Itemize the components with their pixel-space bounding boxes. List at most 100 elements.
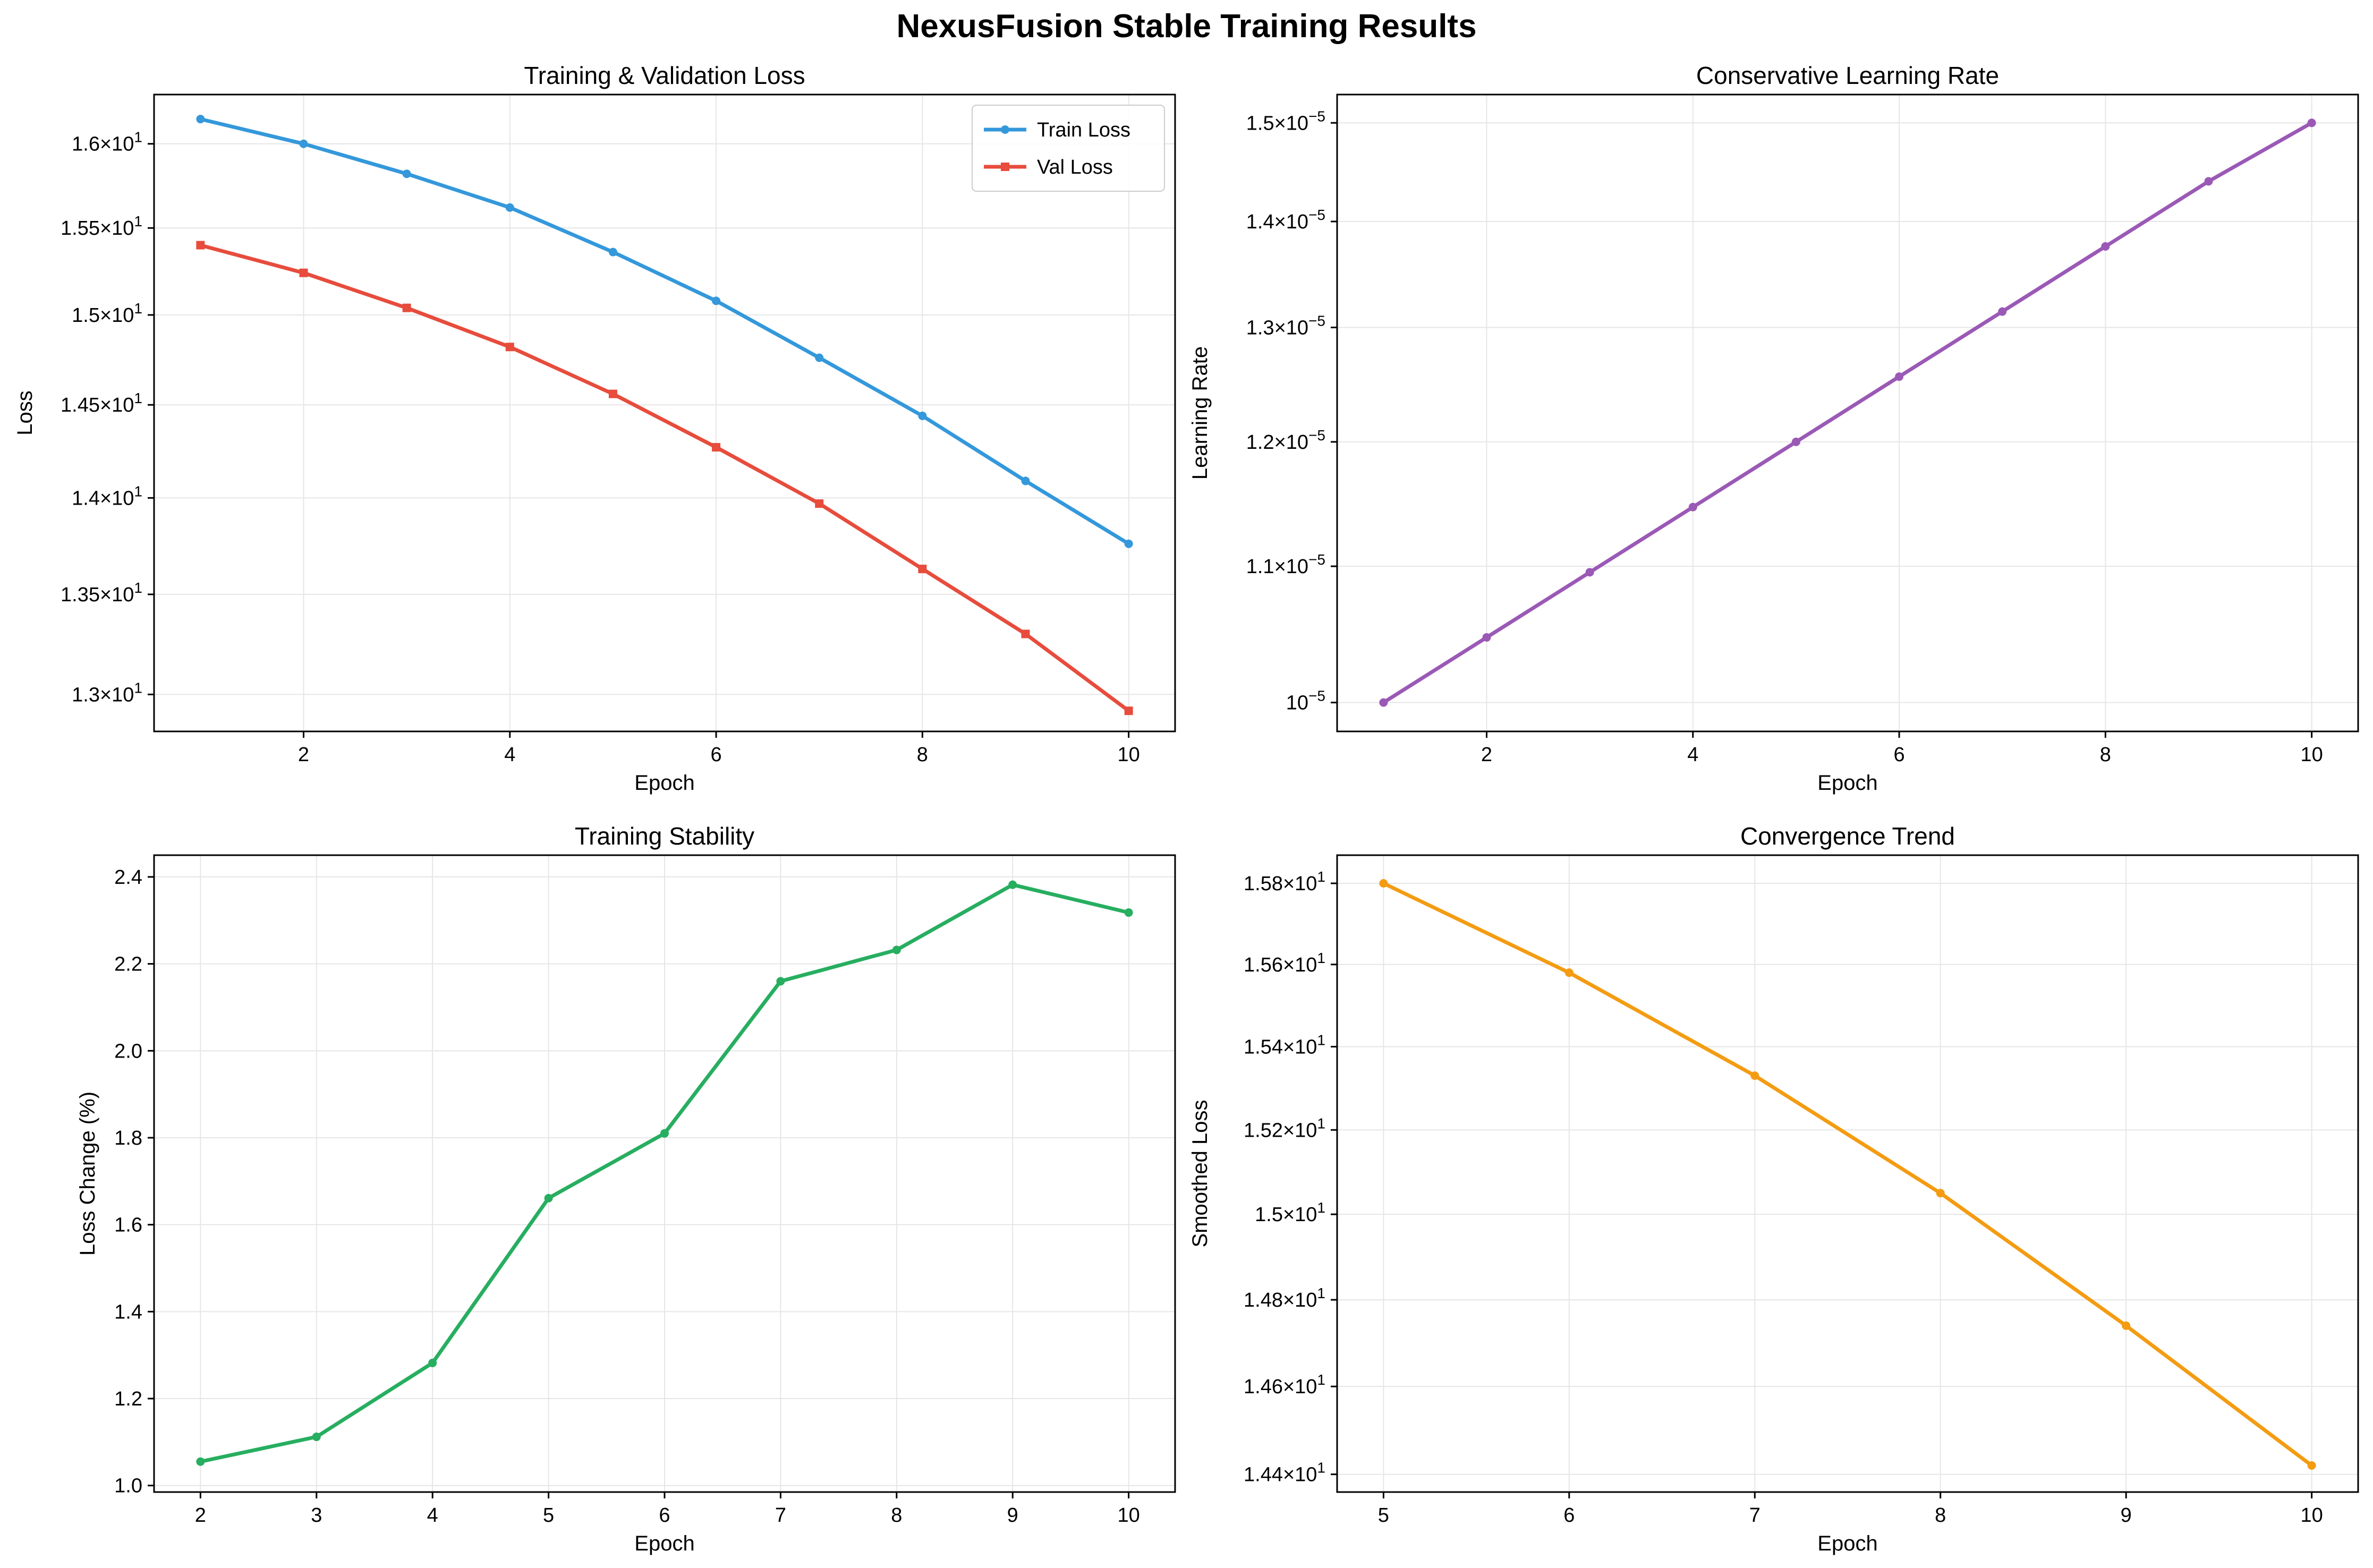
y-tick-label: 1.2×10−5 bbox=[1246, 427, 1325, 454]
y-tick-label: 1.58×101 bbox=[1244, 868, 1325, 895]
data-point bbox=[815, 353, 824, 362]
y-tick-label: 1.1×10−5 bbox=[1246, 551, 1325, 578]
y-axis-label: Loss bbox=[13, 390, 37, 436]
x-tick-label: 4 bbox=[427, 1504, 438, 1527]
y-tick-label: 10−5 bbox=[1286, 688, 1325, 714]
data-point bbox=[815, 499, 824, 508]
data-point bbox=[1688, 502, 1697, 512]
chart-loss: 2 4 6 8 10 1.3×101 1.35×101 1.4×101 1.45×101 1.5×… bbox=[13, 62, 1176, 795]
y-tick-label: 1.56×101 bbox=[1244, 950, 1325, 976]
legend-label: Train Loss bbox=[1037, 119, 1130, 141]
x-tick-label: 8 bbox=[891, 1504, 902, 1527]
data-point bbox=[1124, 539, 1133, 548]
data-point bbox=[2204, 177, 2213, 186]
data-point bbox=[2307, 118, 2316, 127]
data-point bbox=[505, 343, 514, 352]
data-point bbox=[1936, 1189, 1945, 1198]
y-tick-label: 1.3×101 bbox=[72, 679, 142, 706]
series-line-loss-1 bbox=[198, 243, 1131, 713]
y-tick-label: 1.8 bbox=[114, 1127, 142, 1149]
x-axis-label: Epoch bbox=[634, 1532, 694, 1555]
y-tick-label: 1.48×101 bbox=[1244, 1285, 1325, 1311]
y-axis-label: Loss Change (%) bbox=[76, 1092, 99, 1256]
data-point bbox=[1379, 879, 1388, 888]
data-point bbox=[196, 241, 205, 250]
x-tick-label: 4 bbox=[1687, 744, 1698, 766]
chart-lr: 2 4 6 8 10 10−5 1.1×10−5 1.2×10−5 1.3×10−5 1.4×10… bbox=[1188, 62, 2359, 795]
x-axis-label: Epoch bbox=[1817, 771, 1877, 795]
x-tick-label: 10 bbox=[1117, 744, 1139, 766]
y-tick-label: 2.0 bbox=[114, 1040, 142, 1062]
x-tick-label: 6 bbox=[659, 1504, 670, 1527]
x-tick-label: 3 bbox=[311, 1504, 322, 1527]
data-point bbox=[608, 248, 617, 257]
x-tick-label: 7 bbox=[775, 1504, 786, 1527]
y-tick-label: 1.4×10−5 bbox=[1246, 207, 1325, 233]
figure-title: NexusFusion Stable Training Results bbox=[896, 8, 1477, 45]
data-point bbox=[1021, 629, 1030, 638]
x-tick-label: 8 bbox=[917, 744, 928, 766]
data-point bbox=[776, 977, 785, 986]
x-tick-label: 6 bbox=[711, 744, 722, 766]
data-point bbox=[299, 139, 308, 148]
data-point bbox=[299, 268, 308, 277]
data-point bbox=[402, 169, 411, 178]
y-tick-label: 1.3×10−5 bbox=[1246, 312, 1325, 339]
y-tick-label: 1.5×101 bbox=[72, 300, 142, 327]
chart-title: Convergence Trend bbox=[1740, 822, 1955, 850]
series-line-lr-0 bbox=[1381, 121, 2314, 705]
x-tick-label: 8 bbox=[2100, 744, 2111, 766]
y-tick-label: 1.55×101 bbox=[61, 213, 142, 240]
data-point bbox=[196, 115, 205, 124]
x-axis-label: Epoch bbox=[634, 771, 694, 795]
y-tick-label: 1.35×101 bbox=[61, 580, 142, 606]
x-tick-label: 5 bbox=[543, 1504, 554, 1527]
data-point bbox=[1021, 476, 1030, 485]
legend: Train Loss Val Loss bbox=[972, 105, 1165, 192]
x-tick-label: 10 bbox=[2300, 744, 2323, 766]
y-tick-label: 2.4 bbox=[114, 866, 142, 889]
x-tick-label: 5 bbox=[1378, 1504, 1389, 1527]
data-point bbox=[892, 945, 901, 955]
data-point bbox=[660, 1129, 669, 1138]
x-tick-label: 10 bbox=[1117, 1504, 1139, 1527]
x-tick-label: 2 bbox=[1481, 744, 1492, 766]
y-tick-label: 1.44×101 bbox=[1244, 1460, 1325, 1486]
plot-frame bbox=[153, 93, 1176, 732]
data-point bbox=[505, 203, 514, 212]
plot-frame bbox=[1336, 93, 2359, 732]
data-point bbox=[1585, 568, 1594, 577]
y-tick-label: 1.52×101 bbox=[1244, 1115, 1325, 1141]
data-point bbox=[712, 296, 721, 305]
data-point bbox=[1379, 698, 1388, 707]
data-point bbox=[196, 1457, 205, 1466]
x-tick-label: 6 bbox=[1894, 744, 1905, 766]
y-axis-label: Learning Rate bbox=[1188, 346, 1212, 480]
x-tick-label: 10 bbox=[2300, 1504, 2323, 1527]
x-tick-label: 6 bbox=[1563, 1504, 1575, 1527]
legend-label: Val Loss bbox=[1037, 156, 1113, 178]
y-tick-label: 1.6 bbox=[114, 1214, 142, 1237]
legend-marker bbox=[1001, 163, 1009, 171]
plot-frame bbox=[1336, 854, 2359, 1493]
data-point bbox=[1124, 706, 1133, 715]
y-tick-label: 1.5×101 bbox=[1255, 1199, 1325, 1226]
series-line-convergence-0 bbox=[1381, 881, 2314, 1468]
data-point bbox=[1750, 1071, 1759, 1080]
data-point bbox=[1008, 880, 1017, 889]
chart-convergence: 5 6 7 8 9 10 1.44×101 1.46×101 1.48×101 1.5×101 1.… bbox=[1188, 822, 2359, 1555]
data-point bbox=[312, 1433, 321, 1442]
y-tick-label: 2.2 bbox=[114, 953, 142, 976]
data-point bbox=[918, 411, 927, 420]
data-point bbox=[918, 565, 927, 574]
y-tick-label: 1.46×101 bbox=[1244, 1371, 1325, 1398]
data-point bbox=[1998, 307, 2007, 316]
x-axis-label: Epoch bbox=[1817, 1532, 1877, 1555]
data-point bbox=[2122, 1321, 2131, 1330]
data-point bbox=[428, 1358, 437, 1367]
chart-title: Conservative Learning Rate bbox=[1696, 62, 1999, 89]
y-tick-label: 1.4×101 bbox=[72, 483, 142, 509]
x-tick-label: 8 bbox=[1935, 1504, 1946, 1527]
legend-box bbox=[972, 105, 1165, 192]
